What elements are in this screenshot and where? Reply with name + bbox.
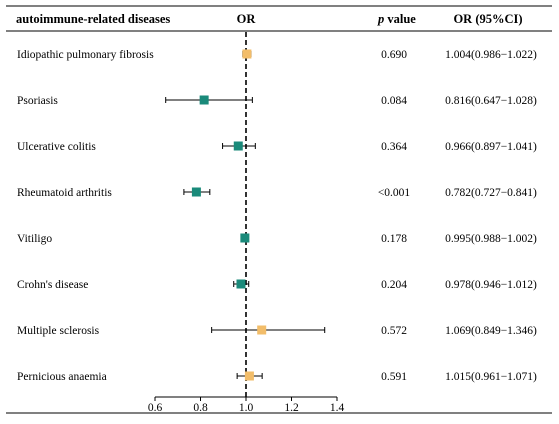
- row-label: Ulcerative colitis: [17, 141, 96, 153]
- p-value: 0.204: [381, 279, 407, 291]
- or-point: [240, 233, 250, 243]
- row-label: Psoriasis: [17, 95, 58, 107]
- row-label: Multiple sclerosis: [17, 325, 100, 337]
- forest-row: Pernicious anaemia 0.591 1.015(0.961−1.071…: [17, 371, 537, 383]
- forest-rows: Idiopathic pulmonary fibrosis 0.690 1.004(…: [17, 32, 537, 397]
- or-ci-text: 0.816(0.647−1.028): [445, 95, 537, 107]
- p-value: 0.690: [381, 49, 407, 61]
- forest-row: Vitiligo 0.178 0.995(0.988−1.002): [17, 233, 537, 245]
- p-value: <0.001: [378, 187, 411, 199]
- header-ci: OR (95%CI): [453, 12, 522, 26]
- or-ci-text: 1.069(0.849−1.346): [445, 325, 537, 337]
- forest-row: Multiple sclerosis 0.572 1.069(0.849−1.346…: [17, 325, 537, 337]
- header-or: OR: [237, 12, 257, 26]
- p-value: 0.572: [381, 325, 407, 337]
- or-point: [236, 279, 246, 289]
- x-tick-label: 1.0: [239, 402, 254, 414]
- or-point: [233, 141, 243, 151]
- or-point: [244, 371, 254, 381]
- x-tick-label: 0.6: [148, 402, 163, 414]
- row-label: Crohn's disease: [17, 279, 88, 291]
- x-tick-label: 1.2: [284, 402, 299, 414]
- row-label: Pernicious anaemia: [17, 371, 107, 383]
- or-point: [199, 95, 209, 105]
- forest-row: Idiopathic pulmonary fibrosis 0.690 1.004(…: [17, 49, 537, 61]
- or-ci-text: 0.995(0.988−1.002): [445, 233, 537, 245]
- x-tick-label: 1.4: [330, 402, 345, 414]
- header-p-value: p value: [377, 12, 416, 26]
- forest-row: Crohn's disease 0.204 0.978(0.946−1.012): [17, 279, 537, 291]
- or-ci-text: 1.015(0.961−1.071): [445, 371, 537, 383]
- row-label: Idiopathic pulmonary fibrosis: [17, 49, 154, 61]
- p-value: 0.591: [381, 371, 407, 383]
- header-p-suffix: value: [384, 12, 416, 26]
- or-point: [242, 49, 252, 59]
- or-ci-text: 0.966(0.897−1.041): [445, 141, 537, 153]
- header-disease: autoimmune-related diseases: [16, 12, 170, 26]
- header-p-italic: p: [377, 12, 384, 26]
- or-ci-text: 1.004(0.986−1.022): [445, 49, 537, 61]
- p-value: 0.178: [381, 233, 407, 245]
- or-point: [191, 187, 201, 197]
- or-point: [257, 325, 267, 335]
- or-ci-text: 0.782(0.727−0.841): [445, 187, 537, 199]
- p-value: 0.364: [381, 141, 407, 153]
- or-ci-text: 0.978(0.946−1.012): [445, 279, 537, 291]
- x-tick-label: 0.8: [193, 402, 208, 414]
- row-label: Vitiligo: [17, 233, 52, 245]
- x-axis: 0.6 0.8 1.0 1.2 1.4: [148, 396, 345, 414]
- forest-row: Psoriasis 0.084 0.816(0.647−1.028): [17, 95, 537, 107]
- forest-row: Ulcerative colitis 0.364 0.966(0.897−1.041…: [17, 141, 537, 153]
- row-label: Rheumatoid arthritis: [17, 187, 112, 199]
- p-value: 0.084: [381, 95, 407, 107]
- forest-row: Rheumatoid arthritis <0.001 0.782(0.727−0.…: [17, 187, 537, 199]
